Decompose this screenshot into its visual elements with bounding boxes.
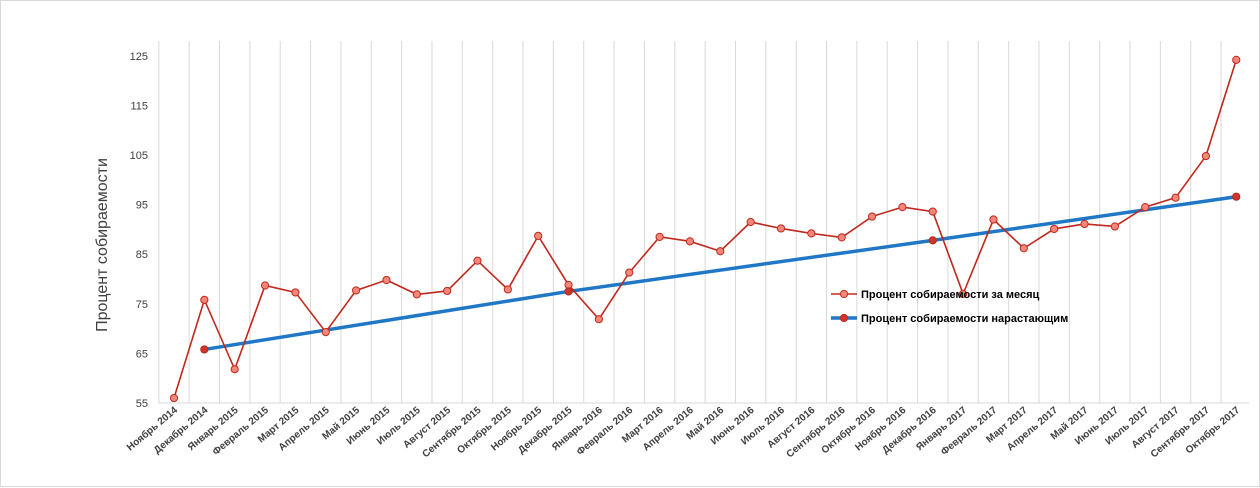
- monthly-point: [412, 290, 421, 299]
- monthly-point: [1201, 151, 1211, 161]
- monthly-point: [625, 268, 634, 277]
- monthly-point: [776, 224, 786, 233]
- monthly-point: [382, 275, 391, 285]
- series-layer: [169, 55, 1241, 403]
- monthly-point: [867, 212, 877, 221]
- monthly-point: [898, 203, 907, 212]
- x-tick-label: Декабрь 2014: [151, 404, 210, 456]
- monthly-point: [837, 233, 846, 242]
- monthly-point: [1019, 244, 1028, 253]
- monthly-point: [260, 281, 270, 290]
- monthly-point: [200, 295, 209, 304]
- monthly-point: [594, 315, 604, 324]
- monthly-point: [503, 285, 512, 294]
- y-tick-label: 65: [136, 348, 148, 360]
- x-tick-label: Ноябрь 2015: [489, 404, 545, 454]
- monthly-point: [443, 286, 452, 296]
- monthly-point: [169, 393, 179, 403]
- monthly-point: [291, 288, 300, 297]
- y-tick-label: 125: [130, 51, 148, 63]
- cumulative-point: [200, 345, 209, 354]
- x-tick-label: Декабрь 2015: [516, 404, 575, 456]
- monthly-point: [230, 365, 239, 374]
- y-axis-title: Процент собираемости: [94, 158, 111, 332]
- legend-item-cumulative: Процент собираемости нарастающим: [831, 313, 1068, 325]
- x-tick-label: Октябрь 2015: [455, 404, 514, 457]
- monthly-point: [1110, 222, 1119, 231]
- cumulative-point: [1232, 192, 1241, 201]
- y-axis: 55 65 75 85 95 105 115 125: [130, 51, 148, 410]
- monthly-point: [473, 256, 482, 265]
- monthly-point: [534, 231, 543, 240]
- y-tick-label: 95: [136, 200, 148, 212]
- x-tick-label: Ноябрь 2016: [853, 404, 909, 454]
- monthly-point: [746, 217, 755, 227]
- cumulative-point: [564, 287, 573, 296]
- legend-label: Процент собираемости нарастающим: [861, 313, 1068, 325]
- legend-marker: [839, 313, 849, 323]
- monthly-point: [807, 229, 816, 238]
- legend-label: Процент собираемости за месяц: [861, 289, 1040, 301]
- monthly-point: [1232, 55, 1241, 64]
- monthly-point: [685, 237, 695, 246]
- legend: Процент собираемости за месяц Процент соб…: [831, 289, 1068, 325]
- cumulative-point: [928, 236, 937, 245]
- monthly-point: [1050, 224, 1059, 234]
- monthly-point: [1171, 193, 1180, 202]
- monthly-point: [1080, 219, 1089, 229]
- y-tick-label: 55: [136, 398, 148, 410]
- series-line-monthly: [173, 59, 1238, 399]
- monthly-point: [716, 247, 725, 256]
- monthly-point: [1141, 203, 1150, 212]
- series-line-cumulative: [202, 194, 1238, 352]
- y-tick-label: 85: [136, 249, 148, 261]
- x-tick-label: Декабрь 2016: [880, 404, 939, 456]
- monthly-point: [655, 232, 664, 241]
- monthly-point: [928, 207, 937, 216]
- monthly-point: [352, 286, 361, 295]
- gridlines: [158, 41, 1249, 404]
- y-tick-label: 115: [130, 100, 148, 112]
- legend-item-monthly: Процент собираемости за месяц: [831, 289, 1040, 301]
- monthly-point: [989, 215, 998, 224]
- legend-marker: [839, 289, 849, 299]
- monthly-point: [321, 327, 330, 337]
- x-tick-label: Ноябрь 2014: [124, 404, 180, 454]
- y-tick-label: 105: [130, 150, 148, 162]
- x-tick-label: Октябрь 2016: [819, 404, 878, 457]
- y-tick-label: 75: [136, 299, 148, 311]
- x-tick-label: Октябрь 2017: [1183, 404, 1242, 457]
- monthly-point: [959, 289, 968, 299]
